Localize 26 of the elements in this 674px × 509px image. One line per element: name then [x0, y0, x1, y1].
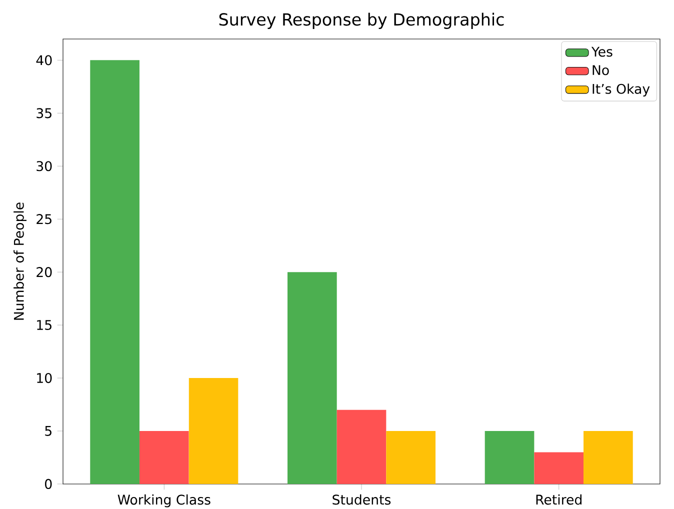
- y-tick-label: 30: [36, 161, 52, 172]
- y-tick-label: 10: [37, 372, 52, 384]
- y-tick-label: 40: [36, 55, 52, 66]
- x-tick-label: Retired: [536, 494, 582, 505]
- bar: [386, 431, 436, 484]
- legend-label: No: [592, 65, 609, 76]
- y-tick-label: 0: [45, 478, 52, 490]
- y-axis-title: Number of People: [14, 202, 26, 320]
- y-tick-label: 20: [36, 267, 52, 278]
- y-tick-label: 15: [37, 320, 52, 330]
- legend-label: Yes: [591, 46, 612, 57]
- bar: [90, 60, 140, 484]
- bar: [139, 431, 189, 484]
- bar: [584, 431, 633, 484]
- bar: [484, 431, 534, 484]
- y-tick-label: 5: [45, 426, 52, 436]
- chart-title: Survey Response by Demographic: [219, 12, 504, 29]
- x-tick-label: Students: [332, 494, 391, 505]
- bar: [336, 410, 386, 484]
- y-tick-label: 25: [36, 214, 52, 224]
- bar: [188, 378, 238, 484]
- bar: [534, 452, 584, 484]
- x-tick-label: Working Class: [118, 494, 210, 508]
- legend-label: It’s Okay: [592, 84, 650, 97]
- y-tick-label: 35: [36, 108, 52, 118]
- bar: [288, 272, 337, 484]
